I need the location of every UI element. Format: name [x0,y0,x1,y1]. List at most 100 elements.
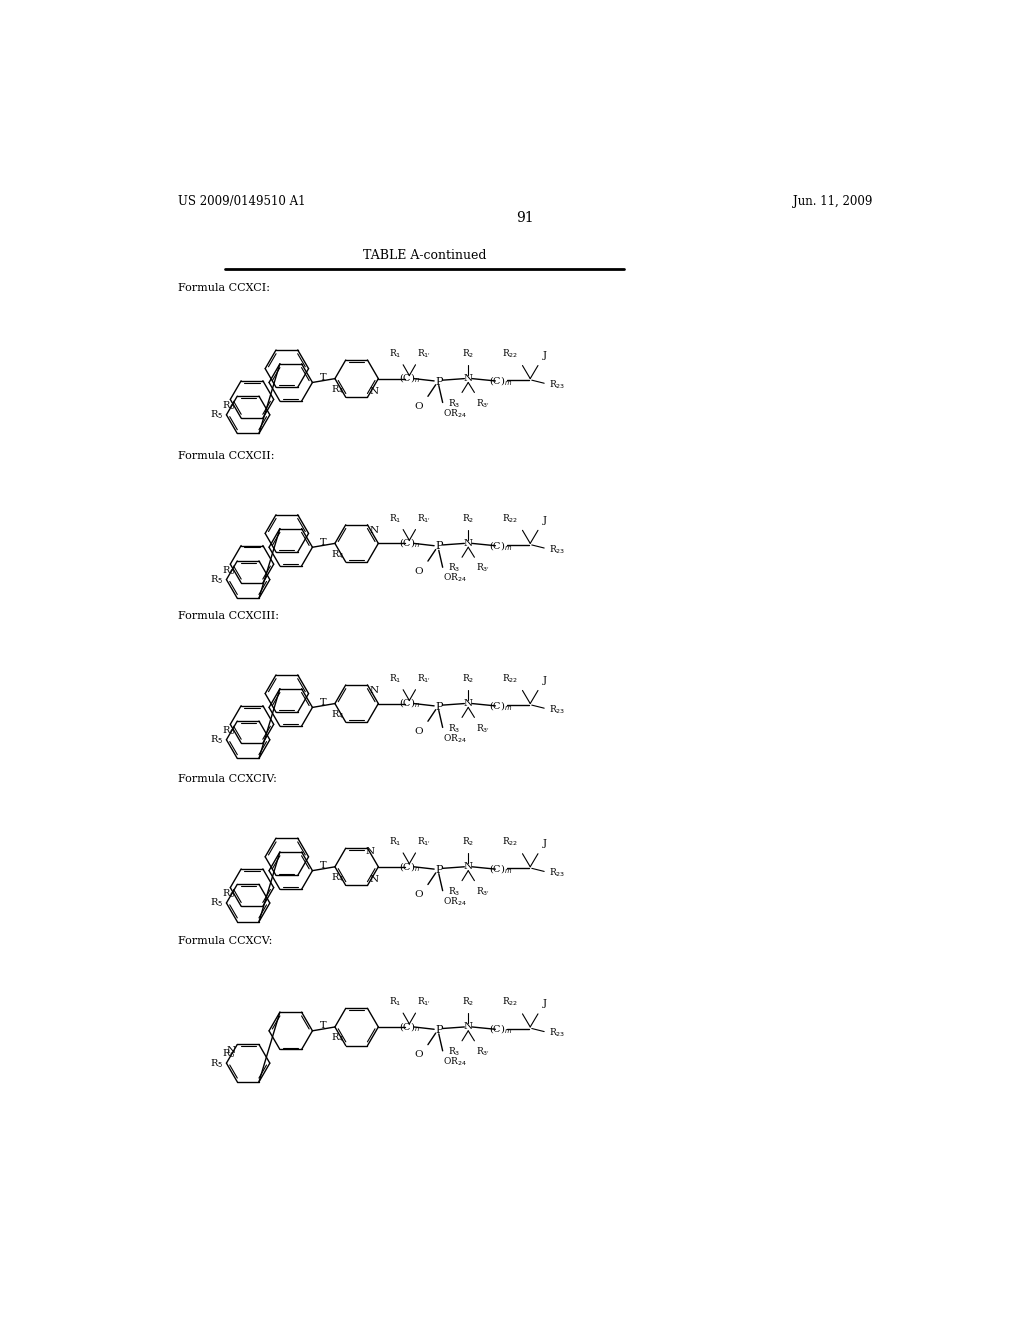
Text: R$_3$: R$_3$ [449,562,461,574]
Text: N: N [369,527,378,536]
Text: J: J [543,351,547,360]
Text: R$_6$: R$_6$ [222,1048,236,1060]
Text: R$_{23}$: R$_{23}$ [549,867,565,879]
Text: R$_1$: R$_1$ [389,836,401,849]
Text: N: N [464,862,473,871]
Text: N: N [369,686,378,696]
Text: N: N [464,374,473,383]
Text: (C)$_n$: (C)$_n$ [398,372,420,385]
Text: R$_{1'}$: R$_{1'}$ [417,997,431,1008]
Text: O: O [415,401,423,411]
Text: R$_5$: R$_5$ [210,573,223,586]
Text: R$_{22}$: R$_{22}$ [502,347,518,360]
Text: R$_{3'}$: R$_{3'}$ [476,1045,490,1057]
Text: R$_5$: R$_5$ [210,408,223,421]
Text: 91: 91 [516,211,534,224]
Text: Formula CCXCII:: Formula CCXCII: [178,451,274,461]
Text: (C)$_n$: (C)$_n$ [398,697,420,710]
Text: R$_{3'}$: R$_{3'}$ [476,397,490,409]
Text: Formula CCXCI:: Formula CCXCI: [178,284,270,293]
Text: OR$_{24}$: OR$_{24}$ [442,407,467,420]
Text: (C)$_n$: (C)$_n$ [398,861,420,874]
Text: (C)$_m$: (C)$_m$ [489,862,512,876]
Text: N: N [464,1023,473,1031]
Text: R$_{23}$: R$_{23}$ [549,544,565,556]
Text: Jun. 11, 2009: Jun. 11, 2009 [793,195,872,209]
Text: R$_{3'}$: R$_{3'}$ [476,562,490,574]
Text: N: N [369,387,378,396]
Text: J: J [543,676,547,685]
Text: R$_{1'}$: R$_{1'}$ [417,512,431,525]
Text: T: T [321,698,327,708]
Text: O: O [415,890,423,899]
Text: N: N [226,1045,236,1055]
Text: R$_4$: R$_4$ [331,383,344,396]
Text: O: O [415,566,423,576]
Text: T: T [321,537,327,546]
Text: R$_4$: R$_4$ [331,548,344,561]
Text: (C)$_m$: (C)$_m$ [489,700,512,713]
Text: N: N [464,700,473,708]
Text: R$_{23}$: R$_{23}$ [549,379,565,391]
Text: Formula CCXCV:: Formula CCXCV: [178,936,272,946]
Text: R$_4$: R$_4$ [331,1031,344,1044]
Text: (C)$_n$: (C)$_n$ [398,1020,420,1034]
Text: R$_5$: R$_5$ [210,734,223,746]
Text: R$_2$: R$_2$ [462,836,474,849]
Text: R$_1$: R$_1$ [389,512,401,525]
Text: R$_{22}$: R$_{22}$ [502,997,518,1008]
Text: R$_3$: R$_3$ [449,886,461,898]
Text: OR$_{24}$: OR$_{24}$ [442,1056,467,1068]
Text: O: O [415,726,423,735]
Text: R$_1$: R$_1$ [389,997,401,1008]
Text: R$_5$: R$_5$ [210,1057,223,1069]
Text: US 2009/0149510 A1: US 2009/0149510 A1 [178,195,306,209]
Text: P: P [435,702,442,711]
Text: R$_3$: R$_3$ [449,722,461,734]
Text: R$_{1'}$: R$_{1'}$ [417,673,431,685]
Text: R$_2$: R$_2$ [462,997,474,1008]
Text: P: P [435,1026,442,1035]
Text: R$_{1'}$: R$_{1'}$ [417,347,431,360]
Text: R$_2$: R$_2$ [462,347,474,360]
Text: R$_{22}$: R$_{22}$ [502,836,518,849]
Text: R$_2$: R$_2$ [462,512,474,525]
Text: R$_4$: R$_4$ [331,871,344,884]
Text: J: J [543,516,547,525]
Text: R$_6$: R$_6$ [222,564,236,577]
Text: R$_{3'}$: R$_{3'}$ [476,886,490,898]
Text: R$_{23}$: R$_{23}$ [549,1027,565,1039]
Text: R$_6$: R$_6$ [222,725,236,737]
Text: R$_{1'}$: R$_{1'}$ [417,836,431,849]
Text: J: J [543,999,547,1008]
Text: R$_2$: R$_2$ [462,673,474,685]
Text: R$_4$: R$_4$ [331,708,344,721]
Text: T: T [321,861,327,870]
Text: P: P [435,541,442,552]
Text: R$_1$: R$_1$ [389,347,401,360]
Text: (C)$_m$: (C)$_m$ [489,539,512,553]
Text: (C)$_m$: (C)$_m$ [489,1023,512,1036]
Text: R$_3$: R$_3$ [449,1045,461,1057]
Text: J: J [543,840,547,849]
Text: R$_6$: R$_6$ [222,887,236,900]
Text: R$_1$: R$_1$ [389,673,401,685]
Text: O: O [415,1051,423,1059]
Text: OR$_{24}$: OR$_{24}$ [442,895,467,908]
Text: R$_{22}$: R$_{22}$ [502,673,518,685]
Text: T: T [321,374,327,381]
Text: N: N [369,875,378,884]
Text: R$_3$: R$_3$ [449,397,461,409]
Text: T: T [321,1022,327,1031]
Text: Formula CCXCIV:: Formula CCXCIV: [178,775,278,784]
Text: (C)$_m$: (C)$_m$ [489,374,512,388]
Text: Formula CCXCIII:: Formula CCXCIII: [178,611,280,622]
Text: P: P [435,376,442,387]
Text: R$_5$: R$_5$ [210,896,223,909]
Text: R$_6$: R$_6$ [222,399,236,412]
Text: N: N [464,539,473,548]
Text: R$_{22}$: R$_{22}$ [502,512,518,525]
Text: TABLE A-continued: TABLE A-continued [364,249,486,263]
Text: P: P [435,865,442,875]
Text: N: N [366,846,375,855]
